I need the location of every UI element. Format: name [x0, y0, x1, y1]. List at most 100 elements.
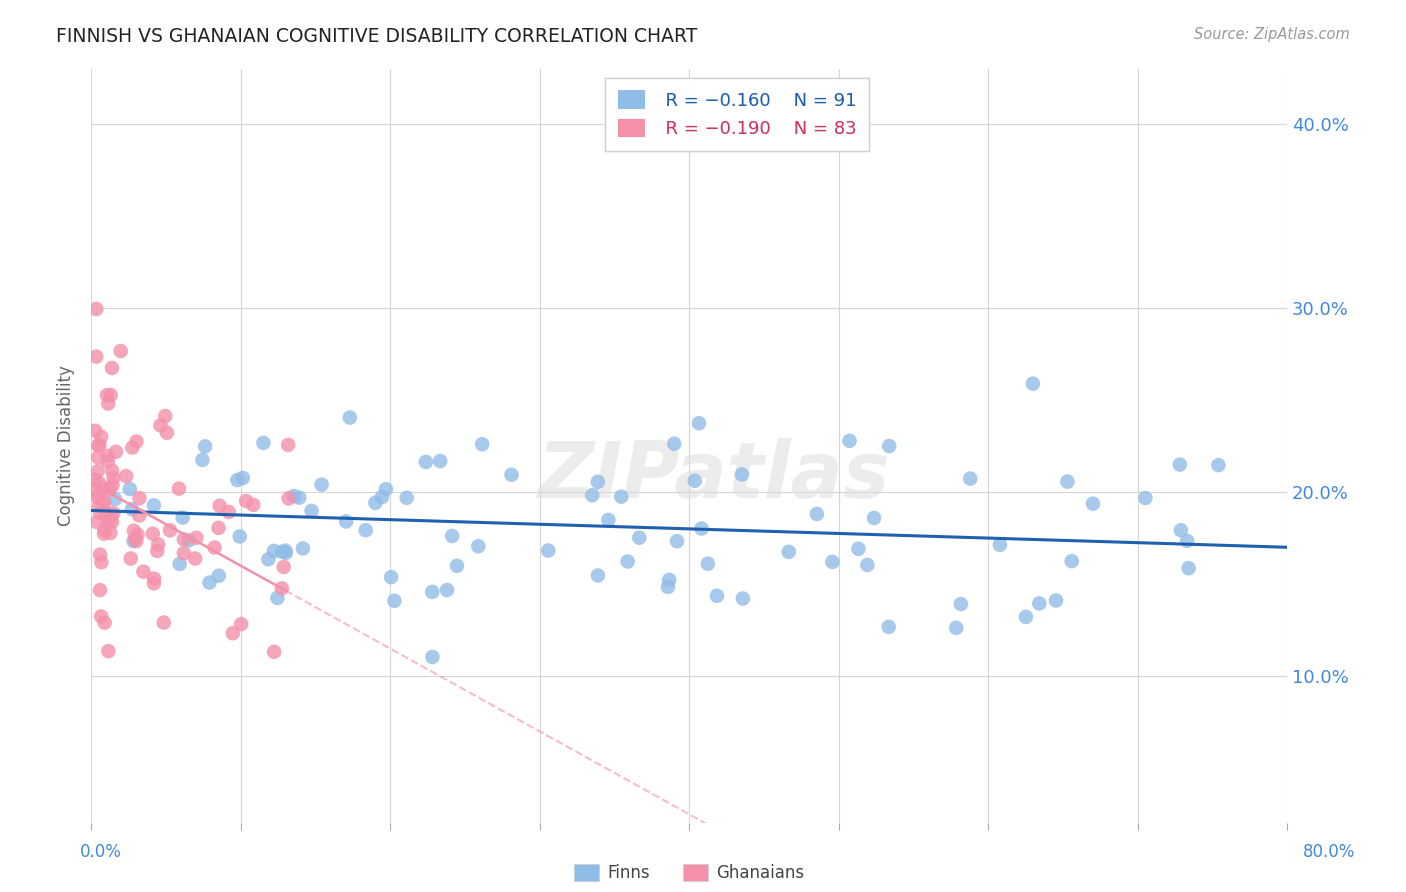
Point	[84, 473, 107, 487]
Point	[384, 594, 406, 608]
Point	[228, 529, 250, 543]
Point	[441, 529, 464, 543]
Point	[97, 455, 120, 469]
Point	[149, 418, 172, 433]
Point	[124, 532, 146, 546]
Point	[242, 498, 264, 512]
Point	[90, 609, 112, 624]
Point	[96, 388, 118, 402]
Point	[1170, 523, 1192, 537]
Point	[252, 436, 274, 450]
Point	[142, 576, 165, 591]
Point	[86, 301, 108, 316]
Point	[371, 490, 394, 504]
Point	[877, 439, 900, 453]
Point	[226, 473, 249, 487]
Point	[101, 464, 124, 478]
Point	[274, 546, 297, 560]
Point	[93, 496, 115, 510]
Point	[537, 543, 560, 558]
Point	[1045, 593, 1067, 607]
Point	[1081, 497, 1104, 511]
Point	[586, 475, 609, 489]
Point	[1060, 554, 1083, 568]
Point	[446, 558, 468, 573]
Point	[501, 467, 523, 482]
Point	[1015, 610, 1038, 624]
Point	[87, 438, 110, 452]
Point	[232, 471, 254, 485]
Point	[291, 541, 314, 556]
Point	[610, 490, 633, 504]
Point	[84, 350, 107, 364]
Point	[89, 476, 111, 491]
Point	[125, 434, 148, 449]
Point	[142, 499, 165, 513]
Point	[100, 388, 122, 402]
Point	[422, 649, 444, 664]
Point	[856, 558, 879, 572]
Point	[128, 508, 150, 523]
Point	[863, 511, 886, 525]
Point	[988, 538, 1011, 552]
Point	[146, 544, 169, 558]
Point	[121, 502, 143, 516]
Point	[1208, 458, 1230, 472]
Point	[110, 344, 132, 359]
Point	[101, 478, 124, 492]
Point	[208, 499, 231, 513]
Point	[778, 545, 800, 559]
Text: FINNISH VS GHANAIAN COGNITIVE DISABILITY CORRELATION CHART: FINNISH VS GHANAIAN COGNITIVE DISABILITY…	[56, 27, 697, 45]
Point	[143, 572, 166, 586]
Point	[93, 526, 115, 541]
Point	[191, 453, 214, 467]
Point	[97, 644, 120, 658]
Point	[155, 409, 177, 423]
Point	[87, 499, 110, 513]
Point	[806, 507, 828, 521]
Point	[288, 491, 311, 505]
Point	[266, 591, 288, 605]
Point	[169, 557, 191, 571]
Point	[207, 521, 229, 535]
Point	[103, 471, 125, 485]
Point	[690, 521, 713, 535]
Point	[105, 444, 128, 458]
Point	[277, 438, 299, 452]
Point	[198, 575, 221, 590]
Point	[1177, 561, 1199, 575]
Point	[167, 482, 190, 496]
Point	[173, 546, 195, 560]
Point	[98, 482, 121, 496]
Point	[277, 491, 299, 506]
Point	[235, 494, 257, 508]
Point	[274, 543, 297, 558]
Point	[87, 450, 110, 465]
Point	[103, 506, 125, 520]
Point	[173, 533, 195, 547]
Text: Source: ZipAtlas.com: Source: ZipAtlas.com	[1194, 27, 1350, 42]
Point	[374, 482, 396, 496]
Point	[146, 537, 169, 551]
Point	[218, 505, 240, 519]
Point	[1175, 533, 1198, 548]
Point	[132, 565, 155, 579]
Point	[89, 438, 111, 452]
Point	[231, 617, 253, 632]
Point	[696, 557, 718, 571]
Point	[273, 560, 295, 574]
Point	[877, 620, 900, 634]
Point	[86, 464, 108, 478]
Point	[658, 573, 681, 587]
Point	[429, 454, 451, 468]
Point	[666, 534, 689, 549]
Point	[270, 582, 292, 596]
Point	[128, 491, 150, 506]
Point	[204, 541, 226, 555]
Text: ZIPatlas: ZIPatlas	[537, 438, 889, 514]
Point	[1056, 475, 1078, 489]
Point	[86, 515, 108, 529]
Point	[436, 582, 458, 597]
Point	[616, 554, 638, 568]
Point	[959, 472, 981, 486]
